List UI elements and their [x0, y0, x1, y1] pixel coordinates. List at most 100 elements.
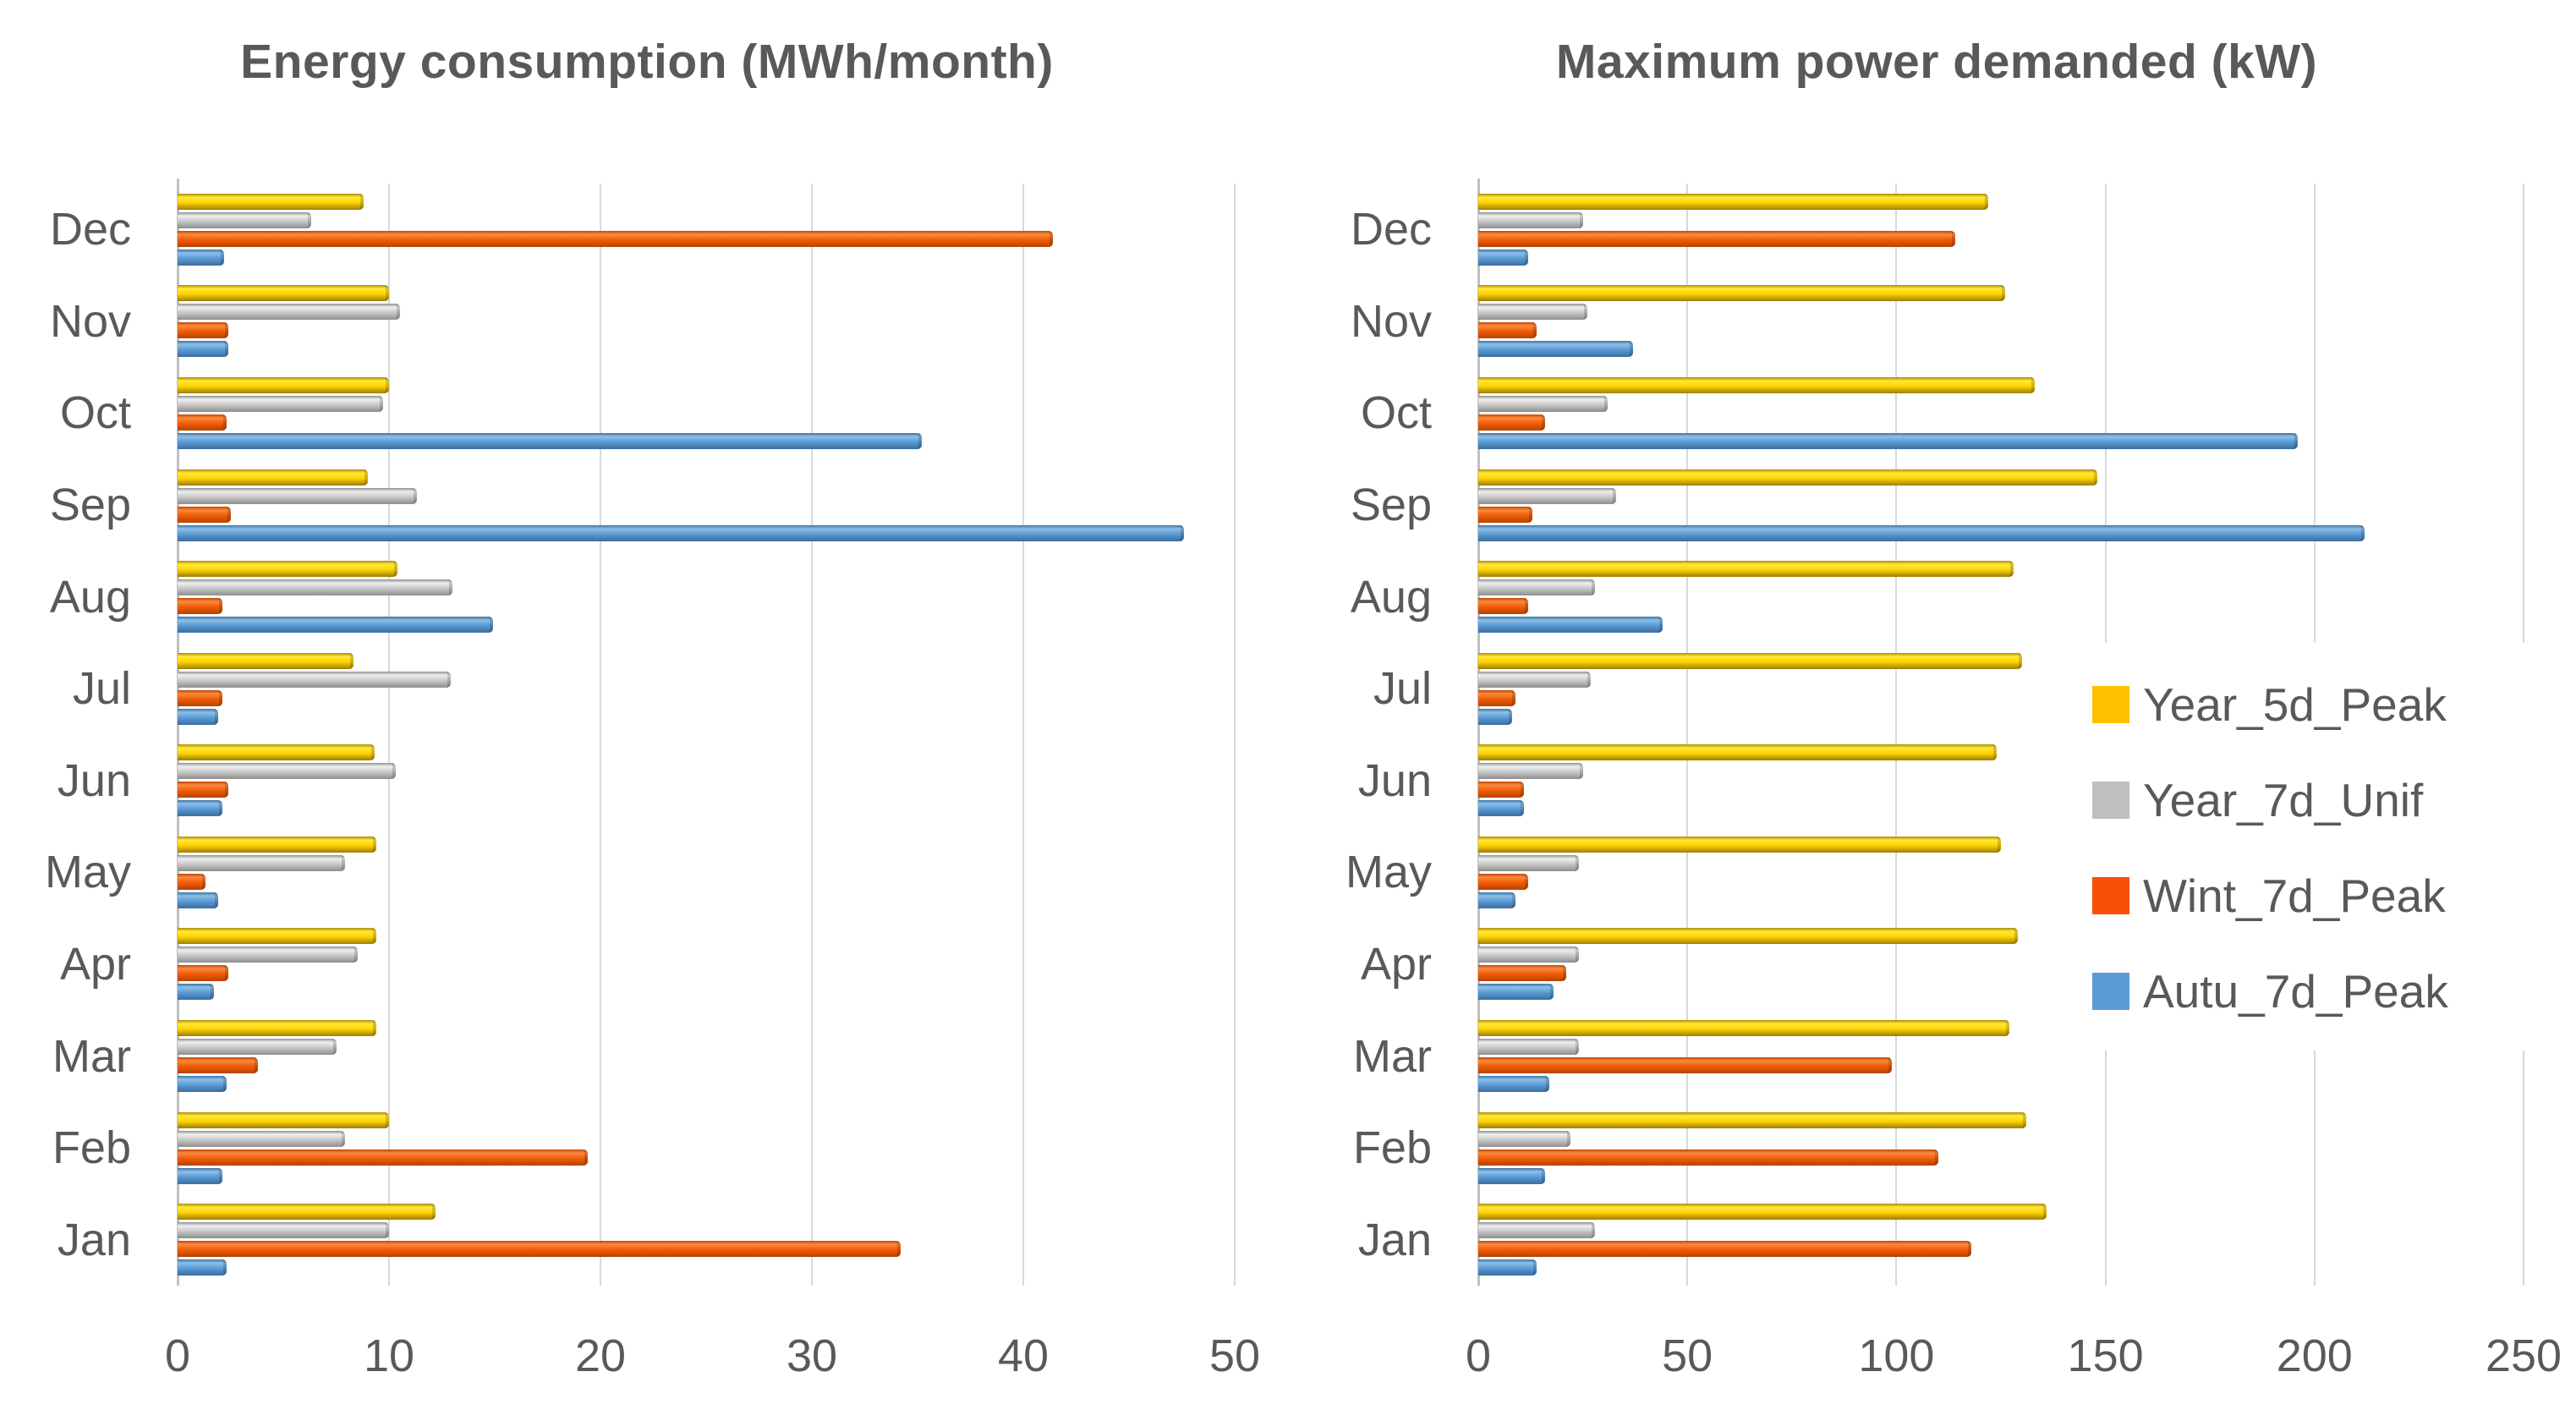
bar-wint_7d_peak-aug — [178, 598, 222, 615]
legend-label: Wint_7d_Peak — [2143, 869, 2446, 922]
bar-autu_7d_peak-oct — [1478, 432, 2299, 449]
bar-year_5d_peak-oct — [178, 376, 389, 393]
bar-wint_7d_peak-dec — [1478, 230, 1955, 247]
x-tick-label: 200 — [2276, 1330, 2353, 1381]
bar-autu_7d_peak-jul — [178, 708, 218, 725]
gridline-x-40 — [1022, 184, 1024, 1286]
bar-wint_7d_peak-may — [1478, 873, 1529, 890]
x-tick-label: 50 — [1662, 1330, 1713, 1381]
bar-year_7d_unif-feb — [178, 1130, 345, 1147]
bar-wint_7d_peak-apr — [1478, 965, 1566, 982]
bar-autu_7d_peak-jan — [178, 1259, 227, 1276]
legend-item-year_7d_unif: Year_7d_Unif — [2070, 752, 2576, 848]
category-label-may: May — [44, 847, 131, 898]
bar-year_7d_unif-mar — [178, 1039, 337, 1056]
x-tick-label: 0 — [1465, 1330, 1492, 1381]
category-label-aug: Aug — [49, 571, 131, 623]
x-tick-label: 10 — [363, 1330, 415, 1381]
category-label-may: May — [1345, 847, 1432, 898]
bar-wint_7d_peak-feb — [1478, 1149, 1938, 1166]
gridline-x-10 — [388, 184, 390, 1286]
x-tick-label: 100 — [1858, 1330, 1935, 1381]
bar-wint_7d_peak-jan — [178, 1241, 901, 1258]
x-tick-label: 0 — [164, 1330, 191, 1381]
gridline-x-50 — [1686, 184, 1689, 1286]
category-label-apr: Apr — [59, 938, 131, 990]
category-label-dec: Dec — [1350, 204, 1432, 255]
legend-swatch-wint_7d_peak-icon — [2092, 876, 2129, 914]
category-label-dec: Dec — [49, 204, 131, 255]
legend-swatch-year_5d_peak-icon — [2092, 685, 2129, 723]
legend-label: Year_7d_Unif — [2143, 773, 2424, 826]
category-label-jul: Jul — [72, 663, 131, 715]
legend: Year_5d_Peak Year_7d_Unif Wint_7d_Peak Autu… — [2070, 643, 2576, 1051]
bar-year_7d_unif-sep — [1478, 487, 1617, 504]
bar-year_7d_unif-jul — [1478, 671, 1592, 688]
category-label-nov: Nov — [1350, 295, 1432, 347]
bar-autu_7d_peak-oct — [178, 432, 922, 449]
bar-wint_7d_peak-apr — [178, 965, 228, 982]
bar-wint_7d_peak-sep — [1478, 506, 1533, 523]
chart-title-max-power: Maximum power demanded (kW) — [1555, 35, 2318, 89]
bar-autu_7d_peak-may — [1478, 892, 1516, 908]
bar-year_5d_peak-aug — [178, 561, 397, 578]
gridline-x-20 — [600, 184, 601, 1286]
bar-year_7d_unif-may — [1478, 854, 1579, 871]
bar-year_7d_unif-dec — [178, 211, 311, 228]
category-label-jun: Jun — [57, 754, 131, 806]
category-label-apr: Apr — [1360, 938, 1432, 990]
bar-year_7d_unif-feb — [1478, 1130, 1570, 1147]
bar-year_7d_unif-aug — [1478, 579, 1596, 596]
bar-year_5d_peak-jan — [1478, 1204, 2047, 1221]
bar-year_7d_unif-sep — [178, 487, 417, 504]
bar-wint_7d_peak-jun — [1478, 782, 1525, 798]
bar-autu_7d_peak-apr — [178, 984, 214, 1001]
legend-item-autu_7d_peak: Autu_7d_Peak — [2070, 943, 2576, 1039]
bar-year_7d_unif-oct — [1478, 395, 1609, 412]
bar-autu_7d_peak-feb — [1478, 1167, 1546, 1184]
category-label-jul: Jul — [1373, 663, 1432, 715]
gridline-x-100 — [1895, 184, 1898, 1286]
legend-swatch-year_7d_unif-icon — [2092, 781, 2129, 819]
bar-year_5d_peak-mar — [1478, 1020, 2009, 1037]
bar-wint_7d_peak-oct — [178, 414, 227, 431]
bar-autu_7d_peak-aug — [178, 617, 493, 634]
bar-autu_7d_peak-nov — [1478, 341, 1633, 358]
legend-label: Autu_7d_Peak — [2143, 964, 2448, 1018]
bar-autu_7d_peak-feb — [178, 1167, 222, 1184]
bar-autu_7d_peak-dec — [1478, 249, 1529, 266]
bar-wint_7d_peak-jan — [1478, 1241, 1972, 1258]
bar-year_7d_unif-apr — [178, 946, 358, 963]
category-label-jan: Jan — [57, 1214, 131, 1265]
bar-year_5d_peak-sep — [178, 469, 368, 486]
bar-year_7d_unif-nov — [1478, 304, 1587, 321]
category-label-feb: Feb — [1352, 1122, 1432, 1174]
category-label-mar: Mar — [1353, 1030, 1432, 1082]
bar-year_5d_peak-jun — [178, 744, 375, 761]
bar-year_5d_peak-jul — [178, 652, 354, 669]
bar-year_7d_unif-nov — [178, 304, 400, 321]
bar-wint_7d_peak-jul — [178, 689, 222, 706]
bar-year_5d_peak-feb — [1478, 1111, 2026, 1128]
x-tick-label: 30 — [786, 1330, 838, 1381]
x-tick-label: 250 — [2485, 1330, 2562, 1381]
bar-autu_7d_peak-jan — [1478, 1259, 1537, 1276]
bar-year_5d_peak-sep — [1478, 469, 2097, 486]
bar-year_5d_peak-jul — [1478, 652, 2022, 669]
bar-autu_7d_peak-mar — [178, 1076, 227, 1093]
bar-wint_7d_peak-may — [178, 873, 206, 890]
category-label-mar: Mar — [52, 1030, 131, 1082]
category-label-jan: Jan — [1357, 1214, 1432, 1265]
bar-year_7d_unif-jul — [178, 671, 451, 688]
legend-swatch-autu_7d_peak-icon — [2092, 972, 2129, 1010]
bar-wint_7d_peak-oct — [1478, 414, 1546, 431]
bar-year_5d_peak-apr — [1478, 928, 2018, 945]
bar-year_7d_unif-apr — [1478, 946, 1579, 963]
bar-year_5d_peak-feb — [178, 1111, 389, 1128]
legend-item-wint_7d_peak: Wint_7d_Peak — [2070, 848, 2576, 943]
bar-year_7d_unif-oct — [178, 395, 383, 412]
category-label-sep: Sep — [1350, 480, 1432, 531]
chart-title-energy-consumption: Energy consumption (MWh/month) — [240, 35, 1054, 89]
bar-autu_7d_peak-dec — [178, 249, 224, 266]
